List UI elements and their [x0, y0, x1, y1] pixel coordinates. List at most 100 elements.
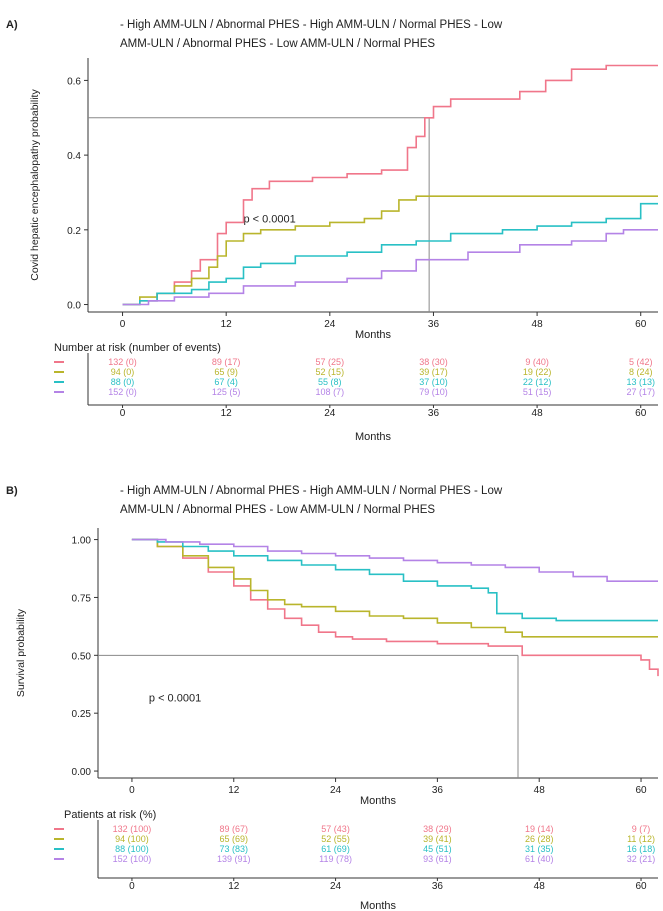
risk-table-cell: 22 (12) — [523, 377, 552, 387]
risk-table-cell: 37 (10) — [419, 377, 448, 387]
survival-curve-1 — [122, 64, 658, 306]
survival-curve-4 — [131, 538, 658, 582]
risk-table-cell: 125 (5) — [212, 387, 241, 397]
y-tick-label: 0.6 — [67, 76, 81, 87]
risk-table-cell: 16 (18) — [627, 844, 656, 854]
y-tick-label: 1.00 — [72, 536, 92, 547]
risk-table-cell: 89 (67) — [219, 824, 248, 834]
risk-table-cell: 11 (12) — [627, 834, 655, 844]
x-tick-label: 12 — [228, 785, 240, 796]
risk-table-cell: 9 (7) — [632, 824, 651, 834]
risk-x-axis-label: Months — [360, 900, 397, 911]
x-tick-label: 36 — [428, 319, 440, 330]
y-axis-label: Covid hepatic encephalopathy probability — [29, 89, 41, 281]
risk-table-cell: 88 (100) — [115, 844, 149, 854]
risk-x-tick-label: 12 — [221, 408, 233, 419]
risk-table-cell: 132 (100) — [113, 824, 152, 834]
risk-table-cell: 57 (43) — [321, 824, 350, 834]
y-tick-label: 0.75 — [72, 593, 92, 604]
risk-x-tick-label: 24 — [330, 881, 342, 892]
risk-table-cell: 108 (7) — [316, 387, 345, 397]
panel-label: B) — [6, 485, 18, 497]
risk-x-tick-label: 60 — [635, 408, 647, 419]
risk-table-cell: 39 (41) — [423, 834, 452, 844]
risk-table-title: Number at risk (number of events) — [54, 342, 221, 354]
risk-table-cell: 9 (40) — [525, 357, 549, 367]
x-tick-label: 60 — [635, 319, 647, 330]
risk-table-cell: 93 (61) — [423, 854, 452, 864]
risk-table-cell: 88 (0) — [111, 377, 135, 387]
risk-table-cell: 27 (17) — [626, 387, 655, 397]
risk-table-cell: 65 (69) — [219, 834, 248, 844]
legend-line-1: - High AMM-ULN / Abnormal PHES - High AM… — [120, 19, 503, 31]
x-tick-label: 60 — [635, 785, 647, 796]
legend-line-2: AMM-ULN / Abnormal PHES - Low AMM-ULN / … — [120, 38, 435, 50]
y-tick-label: 0.4 — [67, 151, 81, 162]
x-tick-label: 12 — [221, 319, 233, 330]
risk-table-cell: 26 (28) — [525, 834, 554, 844]
risk-table-cell: 132 (0) — [108, 357, 137, 367]
legend-line-1: - High AMM-ULN / Abnormal PHES - High AM… — [120, 485, 503, 497]
risk-x-tick-label: 48 — [534, 881, 546, 892]
risk-table-cell: 57 (25) — [316, 357, 345, 367]
risk-table-cell: 152 (0) — [108, 387, 137, 397]
risk-table-title: Patients at risk (%) — [64, 809, 156, 821]
risk-table-cell: 13 (13) — [626, 377, 655, 387]
x-tick-label: 48 — [534, 785, 546, 796]
x-tick-label: 36 — [432, 785, 444, 796]
risk-table-cell: 19 (14) — [525, 824, 554, 834]
risk-x-tick-label: 24 — [324, 408, 336, 419]
risk-table-cell: 55 (8) — [318, 377, 342, 387]
risk-table-cell: 65 (9) — [214, 367, 238, 377]
risk-table-cell: 67 (4) — [214, 377, 238, 387]
survival-curve-4 — [122, 229, 658, 306]
y-tick-label: 0.25 — [72, 709, 92, 720]
risk-table-cell: 119 (78) — [319, 854, 352, 864]
survival-curve-2 — [131, 538, 658, 638]
x-tick-label: 0 — [120, 319, 126, 330]
risk-table-cell: 45 (51) — [423, 844, 452, 854]
p-value: p < 0.0001 — [243, 213, 295, 225]
risk-table-cell: 32 (21) — [627, 854, 656, 864]
risk-x-tick-label: 0 — [129, 881, 135, 892]
panel-b: B) - High AMM-ULN / Abnormal PHES - High … — [6, 485, 659, 911]
risk-table-cell: 94 (100) — [115, 834, 149, 844]
x-axis-label: Months — [360, 795, 397, 807]
panel-a: A) - High AMM-ULN / Abnormal PHES - High … — [6, 19, 658, 443]
x-axis-label: Months — [355, 329, 392, 341]
survival-curve-2 — [122, 195, 658, 306]
risk-table-cell: 5 (42) — [629, 357, 653, 367]
risk-table-cell: 61 (40) — [525, 854, 554, 864]
risk-x-tick-label: 36 — [428, 408, 440, 419]
risk-table-cell: 39 (17) — [419, 367, 448, 377]
risk-table-cell: 31 (35) — [525, 844, 554, 854]
x-tick-label: 0 — [129, 785, 135, 796]
x-tick-label: 24 — [330, 785, 342, 796]
risk-table-cell: 61 (69) — [321, 844, 350, 854]
x-tick-label: 24 — [324, 319, 336, 330]
risk-table-cell: 38 (30) — [419, 357, 448, 367]
risk-table-cell: 94 (0) — [111, 367, 135, 377]
risk-table-cell: 8 (24) — [629, 367, 653, 377]
p-value: p < 0.0001 — [149, 693, 201, 705]
risk-table-cell: 152 (100) — [113, 854, 152, 864]
risk-table-cell: 52 (15) — [316, 367, 345, 377]
risk-table-cell: 19 (22) — [523, 367, 552, 377]
risk-x-axis-label: Months — [355, 431, 392, 443]
risk-x-tick-label: 60 — [635, 881, 647, 892]
y-tick-label: 0.2 — [67, 226, 81, 237]
risk-table-cell: 79 (10) — [419, 387, 448, 397]
y-tick-label: 0.50 — [72, 651, 92, 662]
risk-table-cell: 38 (29) — [423, 824, 452, 834]
survival-curve-1 — [131, 538, 659, 677]
survival-curve-3 — [131, 538, 658, 622]
risk-table-cell: 139 (91) — [217, 854, 251, 864]
risk-table-cell: 51 (15) — [523, 387, 552, 397]
risk-x-tick-label: 48 — [532, 408, 544, 419]
legend-line-2: AMM-ULN / Abnormal PHES - Low AMM-ULN / … — [120, 504, 435, 516]
survival-curve-3 — [122, 202, 658, 306]
x-tick-label: 48 — [532, 319, 544, 330]
y-axis-label: Survival probability — [15, 608, 27, 697]
risk-table-cell: 89 (17) — [212, 357, 241, 367]
